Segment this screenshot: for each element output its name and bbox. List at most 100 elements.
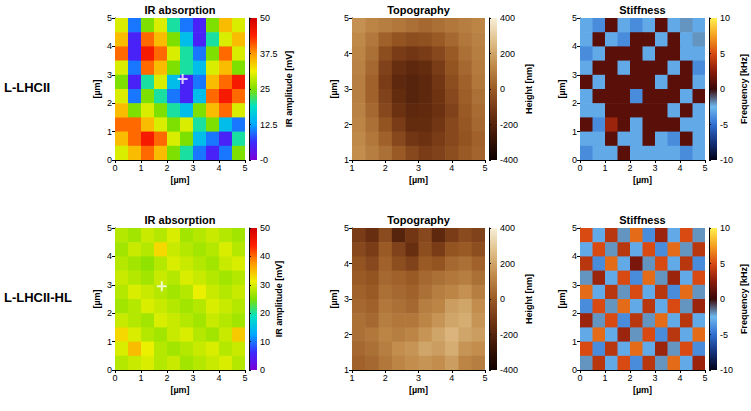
svg-text:0: 0	[500, 294, 505, 304]
svg-text:0: 0	[572, 155, 577, 165]
svg-text:3: 3	[190, 163, 195, 173]
svg-text:-5: -5	[720, 330, 728, 340]
svg-text:3: 3	[572, 70, 577, 80]
svg-text:1: 1	[602, 373, 607, 383]
svg-text:0: 0	[500, 84, 505, 94]
svg-text:-10: -10	[720, 365, 733, 375]
svg-text:4: 4	[344, 49, 349, 59]
svg-text:1: 1	[138, 163, 143, 173]
svg-text:10: 10	[720, 223, 730, 233]
svg-text:50: 50	[260, 13, 270, 23]
svg-text:[µm]: [µm]	[633, 175, 652, 185]
svg-text:4: 4	[216, 373, 221, 383]
svg-text:5: 5	[572, 13, 577, 23]
svg-text:5: 5	[107, 223, 112, 233]
svg-text:2: 2	[383, 373, 388, 383]
svg-text:2: 2	[164, 163, 169, 173]
svg-text:2: 2	[164, 373, 169, 383]
svg-text:1: 1	[349, 373, 354, 383]
svg-text:3: 3	[107, 280, 112, 290]
svg-text:5: 5	[242, 163, 247, 173]
svg-text:4: 4	[216, 163, 221, 173]
svg-text:5: 5	[242, 373, 247, 383]
svg-text:400: 400	[500, 223, 515, 233]
svg-text:4: 4	[107, 251, 112, 261]
svg-text:4: 4	[449, 163, 454, 173]
svg-text:3: 3	[344, 294, 349, 304]
svg-text:200: 200	[500, 49, 515, 59]
svg-text:IR amplitude [mV]: IR amplitude [mV]	[274, 261, 284, 338]
svg-text:[µm]: [µm]	[633, 385, 652, 395]
svg-text:5: 5	[702, 163, 707, 173]
svg-text:3: 3	[190, 373, 195, 383]
svg-text:50: 50	[260, 223, 270, 233]
svg-text:3: 3	[107, 70, 112, 80]
svg-text:25: 25	[260, 84, 270, 94]
svg-text:[µm]: [µm]	[409, 175, 428, 185]
svg-text:3: 3	[416, 373, 421, 383]
svg-text:Height [nm]: Height [nm]	[524, 274, 534, 324]
svg-text:1: 1	[572, 337, 577, 347]
svg-text:Height [nm]: Height [nm]	[524, 64, 534, 114]
svg-text:400: 400	[500, 13, 515, 23]
svg-text:5: 5	[720, 259, 725, 269]
svg-text:0: 0	[112, 163, 117, 173]
svg-text:2: 2	[572, 98, 577, 108]
svg-text:5: 5	[344, 13, 349, 23]
svg-text:IR amplitude [mV]: IR amplitude [mV]	[284, 51, 294, 128]
svg-text:IR absorption: IR absorption	[145, 4, 216, 16]
svg-text:-0: -0	[260, 155, 268, 165]
svg-text:4: 4	[677, 373, 682, 383]
svg-text:3: 3	[344, 84, 349, 94]
svg-text:40: 40	[260, 251, 270, 261]
svg-text:0: 0	[260, 365, 265, 375]
svg-text:1: 1	[107, 337, 112, 347]
svg-text:[µm]: [µm]	[92, 289, 102, 308]
svg-text:4: 4	[572, 251, 577, 261]
svg-text:37.5: 37.5	[260, 49, 278, 59]
svg-text:-5: -5	[720, 120, 728, 130]
svg-text:0: 0	[577, 163, 582, 173]
svg-text:-400: -400	[500, 155, 518, 165]
svg-text:0: 0	[107, 155, 112, 165]
svg-text:-200: -200	[500, 330, 518, 340]
svg-text:5: 5	[482, 373, 487, 383]
svg-text:1: 1	[107, 127, 112, 137]
svg-text:[µm]: [µm]	[329, 289, 339, 308]
svg-text:4: 4	[449, 373, 454, 383]
svg-text:1: 1	[602, 163, 607, 173]
svg-text:Topography: Topography	[387, 214, 451, 226]
svg-text:1: 1	[344, 155, 349, 165]
svg-text:Stiffness: Stiffness	[619, 214, 665, 226]
svg-text:-10: -10	[720, 155, 733, 165]
svg-text:3: 3	[416, 163, 421, 173]
svg-text:5: 5	[572, 223, 577, 233]
svg-text:[µm]: [µm]	[409, 385, 428, 395]
svg-text:4: 4	[344, 259, 349, 269]
svg-text:0: 0	[720, 294, 725, 304]
svg-text:5: 5	[344, 223, 349, 233]
svg-text:5: 5	[720, 49, 725, 59]
svg-text:2: 2	[344, 120, 349, 130]
svg-text:3: 3	[652, 373, 657, 383]
svg-text:L-LHCII-HL: L-LHCII-HL	[4, 290, 72, 305]
svg-text:1: 1	[349, 163, 354, 173]
svg-text:Frequency [kHz]: Frequency [kHz]	[739, 54, 749, 124]
svg-text:1: 1	[138, 373, 143, 383]
svg-text:2: 2	[572, 308, 577, 318]
svg-text:Topography: Topography	[387, 4, 451, 16]
svg-text:4: 4	[677, 163, 682, 173]
svg-text:IR absorption: IR absorption	[145, 214, 216, 226]
svg-text:4: 4	[572, 41, 577, 51]
svg-text:0: 0	[720, 84, 725, 94]
svg-text:12.5: 12.5	[260, 120, 278, 130]
svg-text:5: 5	[702, 373, 707, 383]
svg-text:[µm]: [µm]	[557, 79, 567, 98]
svg-text:5: 5	[482, 163, 487, 173]
svg-text:[µm]: [µm]	[92, 79, 102, 98]
svg-text:[µm]: [µm]	[170, 385, 189, 395]
svg-text:10: 10	[720, 13, 730, 23]
svg-text:0: 0	[572, 365, 577, 375]
svg-text:[µm]: [µm]	[170, 175, 189, 185]
svg-text:2: 2	[627, 163, 632, 173]
